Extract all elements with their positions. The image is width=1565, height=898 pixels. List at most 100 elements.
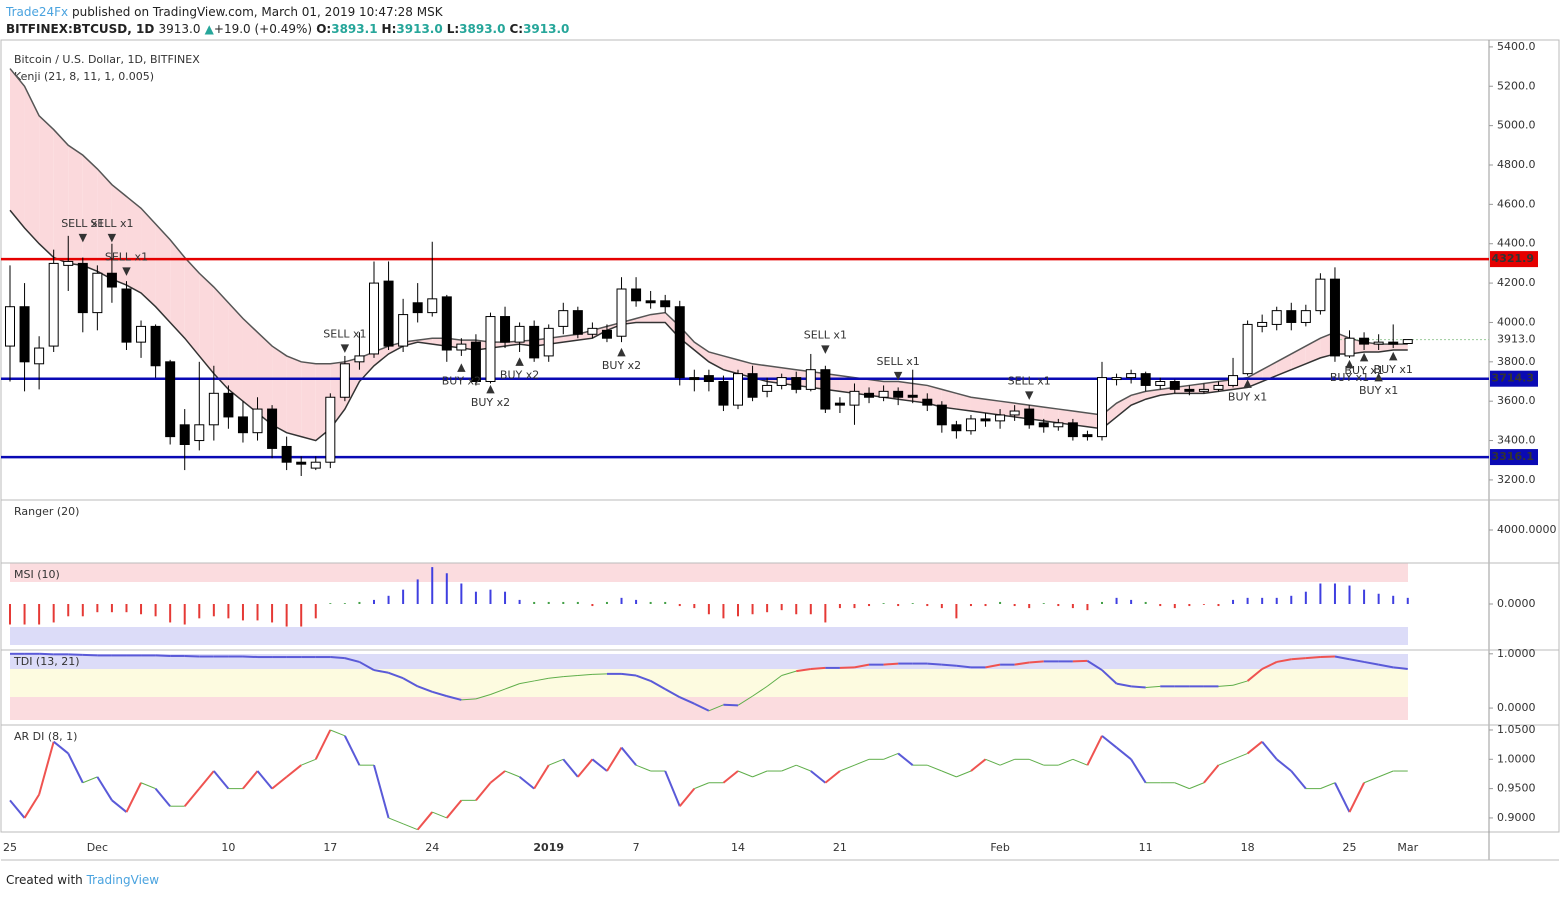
signal-arrow: ▼: [894, 369, 903, 382]
msi-upper-band: [10, 563, 1408, 582]
panel-subtitle: Kenji (21, 8, 11, 1, 0.005): [14, 70, 154, 83]
kenji-band: [1116, 395, 1132, 417]
ohlc-key: H:: [381, 22, 397, 36]
signal-label: BUY x1: [1330, 371, 1369, 384]
indicator-line: [752, 685, 768, 697]
indicator-line: [1101, 735, 1118, 749]
indicator-line: [388, 817, 404, 825]
candle-body: [1198, 388, 1209, 392]
candle-body: [500, 316, 511, 343]
candle-body: [339, 363, 350, 398]
candle-body: [660, 300, 671, 308]
indicator-line: [796, 668, 811, 673]
candle-body: [733, 373, 743, 406]
kenji-band: [53, 129, 69, 264]
y-tick-label: 3600.0: [1497, 394, 1536, 407]
x-tick-label: 24: [425, 841, 439, 854]
ohlc-key: L:: [446, 22, 460, 36]
ohlc-value: 3913.0: [523, 22, 570, 36]
candle-body: [1053, 422, 1064, 428]
indicator-line: [722, 770, 739, 784]
indicator-line: [475, 694, 491, 700]
indicator-line: [548, 676, 564, 679]
kenji-band: [199, 273, 214, 374]
indicator-line: [1291, 657, 1306, 661]
indicator-line: [330, 729, 346, 737]
brand[interactable]: Trade24Fx: [6, 5, 69, 19]
panel-title: MSI (10): [14, 568, 60, 581]
kenji-band: [228, 302, 243, 402]
candle-body: [587, 327, 598, 335]
signal-arrow: ▼: [79, 231, 88, 244]
indicator-line: [1086, 660, 1103, 671]
candle-body: [718, 381, 729, 406]
indicator-line: [431, 690, 448, 698]
level-label: 4321.9: [1492, 252, 1534, 265]
candle-body: [893, 390, 904, 398]
indicator-line: [1246, 668, 1263, 682]
indicator-line: [39, 652, 54, 656]
signal-arrow: ▲: [457, 361, 466, 374]
indicator-line: [1218, 758, 1234, 766]
candle-body: [1082, 434, 1093, 438]
indicator-line: [1290, 770, 1307, 790]
candle-body: [1038, 422, 1049, 428]
footer-brand[interactable]: TradingView: [86, 873, 160, 887]
kenji-band: [184, 257, 200, 356]
indicator-line: [1232, 752, 1248, 760]
signal-label: SELL x1: [105, 251, 148, 264]
indicator-line: [737, 770, 753, 778]
indicator-line: [286, 764, 302, 778]
x-tick-label: 18: [1241, 841, 1255, 854]
indicator-line: [1189, 782, 1205, 790]
change: +19.0 (+0.49%): [213, 22, 313, 36]
kenji-band: [24, 86, 40, 244]
candle-body: [427, 298, 438, 314]
kenji-band: [941, 389, 957, 410]
indicator-line: [343, 735, 361, 766]
y-tick-label: 4200.0: [1497, 276, 1536, 289]
candle-body: [1344, 337, 1355, 357]
indicator-line: [664, 770, 681, 807]
candle-body: [34, 347, 45, 365]
panel-title: Bitcoin / U.S. Dollar, 1D, BITFINEX: [14, 53, 200, 66]
x-tick-label: 21: [833, 841, 847, 854]
y-tick-label: 1.0500: [1497, 723, 1536, 736]
kenji-band: [708, 351, 724, 370]
indicator-line: [1072, 659, 1088, 663]
y-tick-label: 0.0000: [1497, 701, 1536, 714]
indicator-line: [563, 675, 578, 678]
kenji-band: [636, 314, 651, 323]
indicator-line: [766, 675, 782, 687]
y-tick-label: 3400.0: [1497, 434, 1536, 447]
candle-body: [252, 408, 263, 434]
candle-body: [791, 377, 802, 390]
kenji-band: [839, 375, 855, 394]
indicator-line: [446, 695, 462, 701]
indicator-line: [373, 669, 389, 674]
x-tick-label: 14: [731, 841, 745, 854]
indicator-line: [1378, 663, 1394, 669]
indicator-line: [256, 770, 273, 790]
x-tick-label: 25: [3, 841, 17, 854]
panel-title: TDI (13, 21): [13, 655, 80, 668]
indicator-line: [1320, 782, 1336, 790]
indicator-line: [402, 823, 418, 831]
candle-body: [1300, 310, 1311, 323]
signal-arrow: ▲: [1345, 357, 1354, 370]
indicator-line: [373, 764, 390, 819]
candle-body: [1373, 341, 1384, 345]
candle-body: [820, 369, 831, 410]
ohlc-key: C:: [509, 22, 524, 36]
indicator-line: [1029, 660, 1044, 664]
indicator-line: [737, 695, 753, 706]
created-with: Created with: [6, 873, 83, 887]
candle-body: [1228, 375, 1239, 386]
signal-arrow: ▲: [1243, 376, 1252, 389]
indicator-line: [941, 770, 957, 778]
indicator-line: [810, 770, 826, 784]
candle-body: [92, 272, 103, 314]
indicator-line: [1058, 758, 1074, 766]
candle-body: [747, 373, 758, 398]
